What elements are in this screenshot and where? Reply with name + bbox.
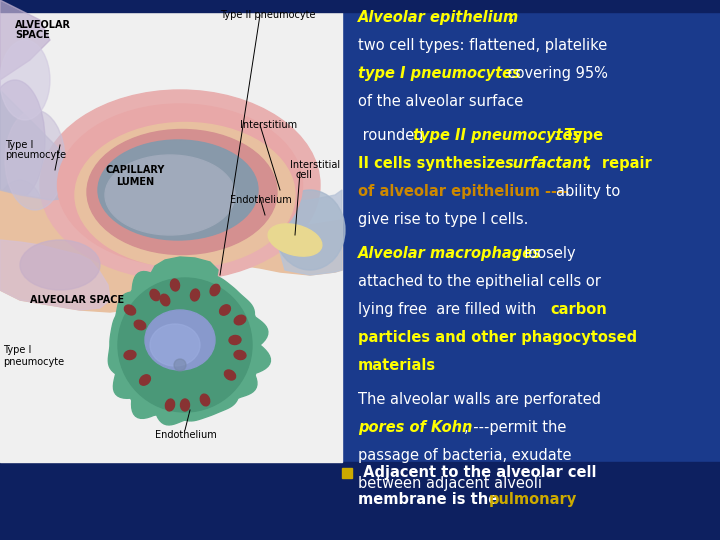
Bar: [342, 468, 352, 478]
Text: covering 95%: covering 95%: [503, 66, 608, 81]
Ellipse shape: [171, 279, 179, 291]
Text: rounded: rounded: [358, 128, 428, 143]
Text: pneumocyte: pneumocyte: [3, 357, 64, 367]
Text: ALVEOLAR: ALVEOLAR: [15, 20, 71, 30]
Ellipse shape: [140, 375, 150, 385]
Text: ALVEOLAR SPACE: ALVEOLAR SPACE: [30, 295, 124, 305]
Text: LUMEN: LUMEN: [116, 177, 154, 187]
Ellipse shape: [124, 350, 136, 360]
Text: SPACE: SPACE: [15, 30, 50, 40]
Ellipse shape: [190, 289, 199, 301]
Ellipse shape: [5, 110, 65, 210]
Text: Alveolar macrophages: Alveolar macrophages: [358, 246, 542, 261]
Polygon shape: [0, 240, 110, 310]
Ellipse shape: [20, 240, 100, 290]
Text: Type I: Type I: [3, 345, 32, 355]
Text: lying free  are filled with: lying free are filled with: [358, 302, 541, 317]
Ellipse shape: [125, 305, 135, 315]
Text: two cell types: flattened, platelike: two cell types: flattened, platelike: [358, 38, 607, 53]
Text: The alveolar walls are perforated: The alveolar walls are perforated: [358, 392, 601, 407]
Polygon shape: [0, 90, 80, 200]
Bar: [0, 0, 720, 12]
Text: Interstitial: Interstitial: [290, 160, 340, 170]
Text: . Type: . Type: [554, 128, 603, 143]
Text: between adjacent alveoli: between adjacent alveoli: [358, 476, 542, 491]
Ellipse shape: [229, 335, 241, 345]
Text: II cells synthesize: II cells synthesize: [358, 156, 510, 171]
Text: CAPILLARY: CAPILLARY: [105, 165, 165, 175]
Circle shape: [118, 278, 252, 412]
Text: Adjacent to the alveolar cell: Adjacent to the alveolar cell: [358, 465, 596, 480]
Polygon shape: [255, 190, 342, 275]
Ellipse shape: [161, 294, 170, 306]
Ellipse shape: [145, 310, 215, 370]
Ellipse shape: [220, 305, 230, 315]
Text: ,: ,: [508, 10, 513, 25]
Text: Type I: Type I: [5, 140, 33, 150]
Text: Type II pneumocyte: Type II pneumocyte: [220, 10, 315, 20]
Text: ability to: ability to: [556, 184, 620, 199]
Ellipse shape: [75, 123, 295, 267]
Ellipse shape: [134, 320, 145, 330]
Text: Interstitium: Interstitium: [240, 120, 297, 130]
Ellipse shape: [150, 324, 200, 366]
Ellipse shape: [181, 399, 189, 411]
Text: , loosely: , loosely: [515, 246, 575, 261]
Text: ,  repair: , repair: [586, 156, 652, 171]
Polygon shape: [0, 190, 342, 312]
Ellipse shape: [234, 350, 246, 360]
Ellipse shape: [225, 370, 235, 380]
Text: , ---permit the: , ---permit the: [464, 420, 567, 435]
Bar: [0, 462, 720, 540]
Text: of the alveolar surface: of the alveolar surface: [358, 94, 523, 109]
Ellipse shape: [268, 224, 322, 256]
Text: Endothelium: Endothelium: [155, 430, 217, 440]
Text: materials: materials: [358, 358, 436, 373]
Ellipse shape: [105, 155, 235, 235]
Polygon shape: [0, 0, 50, 240]
Ellipse shape: [200, 394, 210, 406]
Text: cell: cell: [295, 170, 312, 180]
Text: Alveolar epithelium: Alveolar epithelium: [358, 10, 519, 25]
Ellipse shape: [0, 40, 50, 120]
Polygon shape: [150, 257, 218, 290]
Ellipse shape: [40, 90, 320, 280]
Text: type I pneumocytes: type I pneumocytes: [358, 66, 521, 81]
Text: pneumocyte: pneumocyte: [5, 150, 66, 160]
Text: attached to the epithelial cells or: attached to the epithelial cells or: [358, 274, 601, 289]
Ellipse shape: [275, 190, 345, 270]
Ellipse shape: [0, 180, 45, 260]
Text: of alveolar epithelium ----: of alveolar epithelium ----: [358, 184, 569, 199]
Bar: [0, 0, 342, 462]
Text: surfactant: surfactant: [505, 156, 590, 171]
Ellipse shape: [210, 284, 220, 296]
Text: type II pneumocytes: type II pneumocytes: [413, 128, 581, 143]
Ellipse shape: [58, 104, 302, 266]
Text: pores of Kohn: pores of Kohn: [358, 420, 472, 435]
Ellipse shape: [166, 399, 175, 411]
Ellipse shape: [98, 140, 258, 240]
Text: membrane is the: membrane is the: [358, 492, 503, 507]
Text: Endothelium: Endothelium: [230, 195, 292, 205]
Ellipse shape: [87, 130, 277, 254]
Text: passage of bacteria, exudate: passage of bacteria, exudate: [358, 448, 572, 463]
Ellipse shape: [0, 80, 45, 200]
Text: pulmonary: pulmonary: [489, 492, 577, 507]
Polygon shape: [108, 260, 271, 425]
Ellipse shape: [150, 289, 160, 301]
Text: give rise to type I cells.: give rise to type I cells.: [358, 212, 528, 227]
Circle shape: [174, 359, 186, 371]
Text: carbon: carbon: [550, 302, 607, 317]
Ellipse shape: [234, 315, 246, 325]
Text: particles and other phagocytosed: particles and other phagocytosed: [358, 330, 637, 345]
